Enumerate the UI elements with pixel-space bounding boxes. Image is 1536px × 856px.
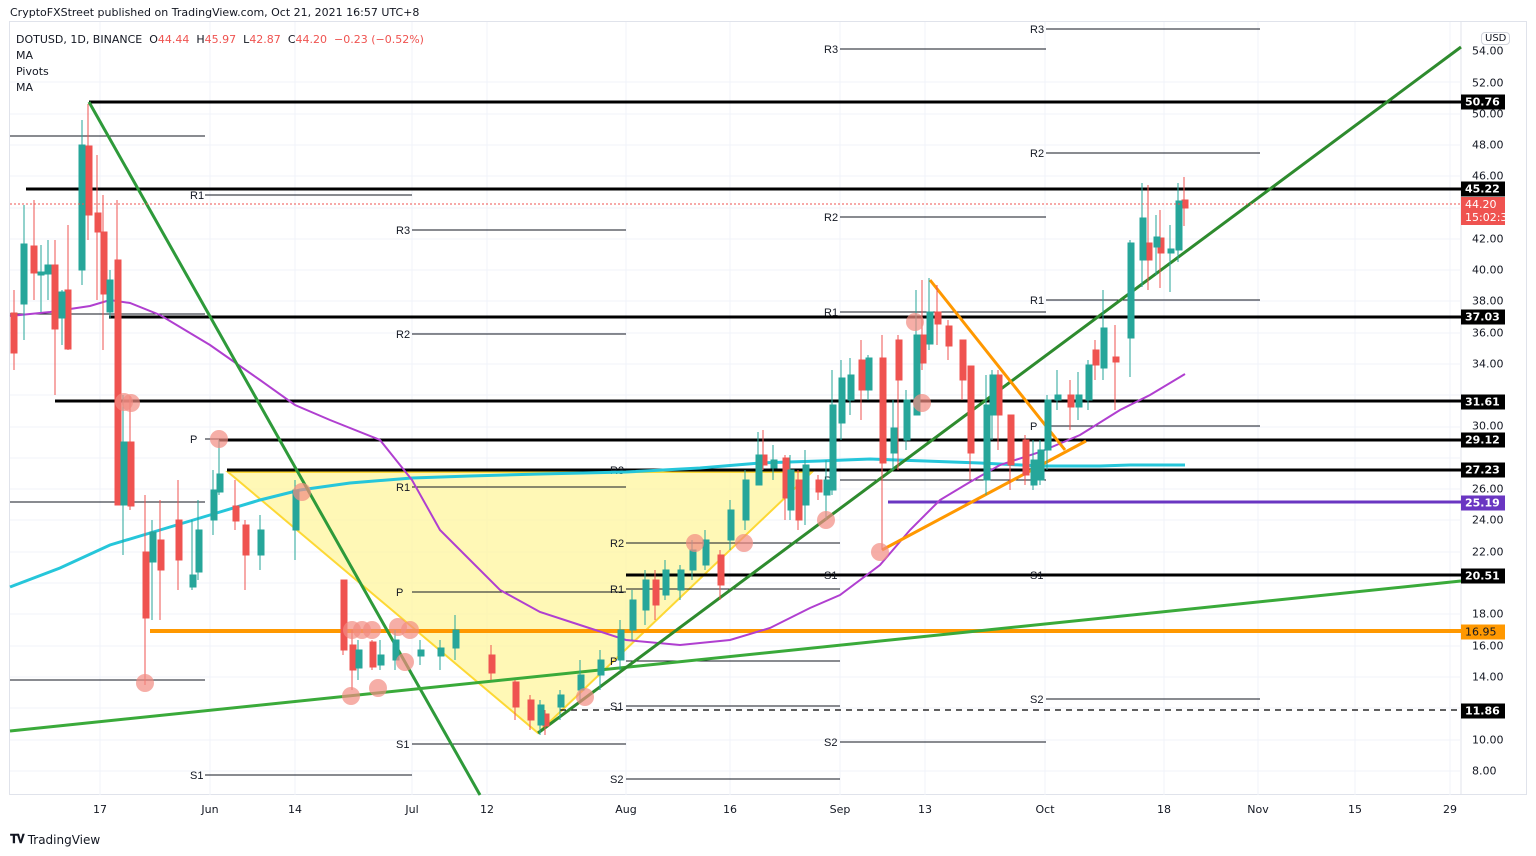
price-tick: 22.00 [1472, 545, 1504, 559]
indicator-ma-1[interactable]: MA [16, 49, 34, 62]
level-badge-16-95: 16.95 [1461, 624, 1505, 640]
candles [10, 104, 1189, 735]
open-value: 44.44 [157, 33, 190, 46]
svg-text:S1: S1 [824, 570, 837, 582]
price-tick: 50.00 [1472, 107, 1504, 121]
low-label: L [243, 33, 250, 46]
price-tick: 18.00 [1472, 607, 1504, 621]
level-badge-45-22: 45.22 [1461, 181, 1505, 197]
time-tick: 17 [93, 803, 107, 816]
low-value: 42.87 [249, 33, 281, 46]
key-levels [26, 100, 1461, 711]
svg-text:S2: S2 [610, 774, 623, 786]
level-badge-27-23: 27.23 [1461, 462, 1505, 478]
time-tick: 13 [918, 803, 932, 816]
tradingview-logo[interactable]: 𝐓𝐕 TradingView [10, 832, 100, 847]
price-tick: 14.00 [1472, 670, 1504, 684]
level-badge-50-76: 50.76 [1461, 94, 1505, 110]
price-tick: 42.00 [1472, 232, 1504, 246]
svg-text:R2: R2 [610, 538, 624, 550]
svg-text:R3: R3 [824, 44, 838, 56]
grid [10, 22, 1460, 795]
indicator-ma-2[interactable]: MA [16, 81, 34, 94]
svg-text:S1: S1 [190, 770, 203, 782]
price-tick: 54.00 [1472, 44, 1504, 58]
price-tick: 16.00 [1472, 639, 1504, 653]
svg-text:R2: R2 [824, 212, 838, 224]
svg-text:P: P [190, 434, 197, 446]
price-tick: 34.00 [1472, 357, 1504, 371]
price-tick: 48.00 [1472, 138, 1504, 152]
price-tick: 52.00 [1472, 76, 1504, 90]
svg-text:P: P [396, 587, 403, 599]
time-tick: 12 [480, 803, 494, 816]
chart-legend: DOTUSD, 1D, BINANCE O44.44 H45.97 L42.87… [16, 32, 424, 96]
brand-name: TradingView [27, 832, 101, 847]
candle-countdown: 15:02:34 [1465, 211, 1515, 224]
price-tick: 40.00 [1472, 263, 1504, 277]
time-tick: Jul [405, 803, 419, 816]
svg-text:P: P [1030, 421, 1037, 433]
tradingview-logo-icon: 𝐓𝐕 [10, 832, 25, 846]
close-value: 44.20 [295, 33, 328, 46]
triangle-pattern [225, 471, 815, 735]
svg-text:R1: R1 [610, 584, 624, 596]
time-tick: 15 [1348, 803, 1362, 816]
time-tick: 29 [1443, 803, 1457, 816]
time-tick: Nov [1247, 803, 1269, 816]
pivot-markers [115, 313, 931, 706]
currency-button[interactable]: USD [1481, 32, 1511, 45]
level-badge-29-12: 29.12 [1461, 432, 1505, 448]
price-tick: 38.00 [1472, 294, 1504, 308]
level-badge-11-86: 11.86 [1461, 703, 1505, 719]
current-price: 44.20 [1465, 198, 1497, 211]
symbol-label[interactable]: DOTUSD, 1D, BINANCE [16, 33, 143, 46]
price-tick: 8.00 [1472, 764, 1497, 778]
current-price-badge: 44.20 15:02:34 [1461, 197, 1515, 225]
svg-text:S1: S1 [396, 739, 409, 751]
svg-text:R1: R1 [396, 482, 410, 494]
time-tick: Jun [201, 803, 219, 816]
ohlc-row[interactable]: DOTUSD, 1D, BINANCE O44.44 H45.97 L42.87… [16, 32, 424, 48]
price-tick: 36.00 [1472, 326, 1504, 340]
svg-text:R1: R1 [190, 190, 204, 202]
high-value: 45.97 [204, 33, 237, 46]
trendlines [9, 45, 1462, 796]
time-tick: Oct [1035, 803, 1055, 816]
time-tick: Sep [829, 803, 851, 816]
svg-text:R2: R2 [396, 329, 410, 341]
chart-frame[interactable] [9, 21, 1527, 795]
time-tick: 14 [288, 803, 302, 816]
level-badge-31-61: 31.61 [1461, 394, 1505, 410]
svg-text:R1: R1 [1030, 295, 1044, 307]
svg-text:P: P [610, 656, 617, 668]
high-label: H [196, 33, 205, 46]
svg-text:R3: R3 [1030, 24, 1044, 36]
indicator-pivots[interactable]: Pivots [16, 65, 49, 78]
svg-text:S1: S1 [610, 701, 623, 713]
svg-text:S1: S1 [1030, 570, 1043, 582]
price-tick: 24.00 [1472, 513, 1504, 527]
close-label: C [287, 33, 296, 46]
svg-text:S2: S2 [1030, 694, 1043, 706]
level-badge-37-03: 37.03 [1461, 309, 1505, 325]
open-label: O [149, 33, 158, 46]
time-tick: 16 [723, 803, 737, 816]
change-value: −0.23 (−0.52%) [334, 33, 424, 46]
time-tick: Aug [615, 803, 637, 816]
svg-text:S2: S2 [824, 737, 837, 749]
svg-text:R2: R2 [1030, 148, 1044, 160]
time-tick: 18 [1157, 803, 1171, 816]
price-tick: 46.00 [1472, 169, 1504, 183]
price-tick: 10.00 [1472, 733, 1504, 747]
publisher-caption: CryptoFXStreet published on TradingView.… [10, 6, 420, 19]
price-tick: 30.00 [1472, 419, 1504, 433]
svg-text:R3: R3 [396, 225, 410, 237]
level-badge-20-51: 20.51 [1461, 568, 1505, 584]
price-tick: 26.00 [1472, 482, 1504, 496]
level-badge-25-19: 25.19 [1461, 495, 1505, 511]
